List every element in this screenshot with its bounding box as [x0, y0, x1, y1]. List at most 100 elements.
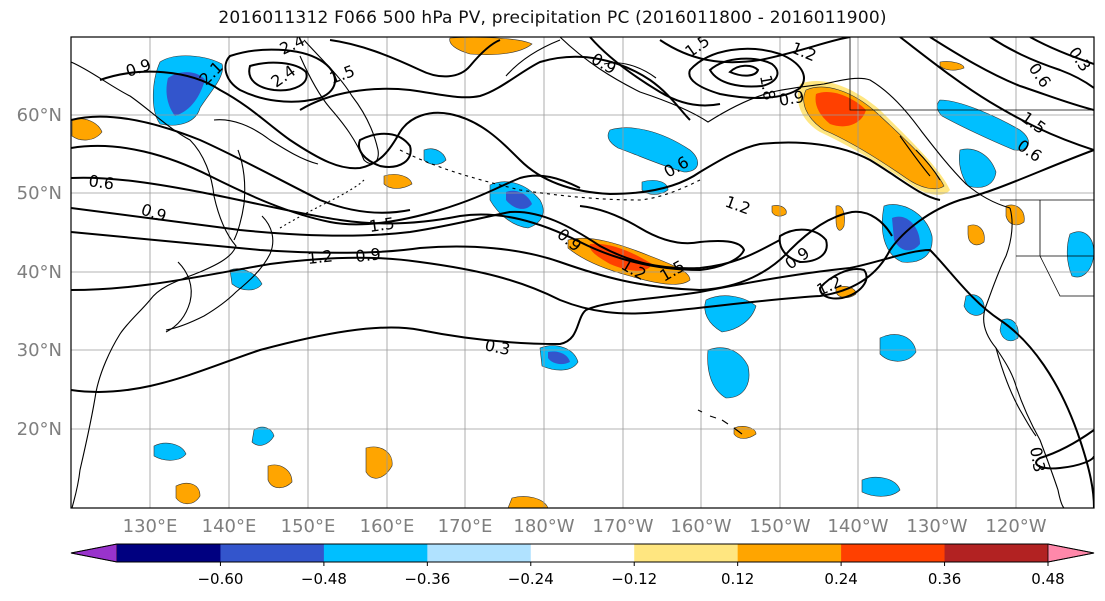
lon-label: 170°W — [592, 516, 653, 537]
gridlines — [71, 37, 1094, 508]
pv-contour — [71, 176, 746, 272]
lon-label: 160°E — [360, 516, 415, 537]
colorbar-tick-label: −0.48 — [301, 570, 347, 588]
lon-label: 170°E — [438, 516, 493, 537]
contour-label-0.3: 0.3 — [1026, 445, 1049, 473]
precip-blob-pos — [71, 118, 103, 141]
contour-label-1.2: 1.2 — [306, 246, 333, 268]
precip-blob-neg — [999, 318, 1019, 342]
contour-label-0.6: 0.6 — [87, 171, 115, 193]
precip-blob-neg — [936, 99, 1029, 151]
contour-label-0.3: 0.3 — [483, 335, 512, 359]
lon-label: 130°W — [906, 516, 967, 537]
pv-contour — [71, 207, 781, 270]
precip-blob-pos — [175, 483, 201, 505]
colorbar-labels: −0.60 −0.48 −0.36 −0.24 −0.12 0.12 0.24 0.36 0.4… — [197, 570, 1064, 588]
colorbar-tick-label: −0.24 — [508, 570, 554, 588]
pv-contour — [99, 70, 941, 201]
pv-contour — [929, 37, 1094, 111]
contour-label-0.9: 0.9 — [777, 87, 805, 110]
lon-label: 160°W — [670, 516, 731, 537]
contour-label-0.9: 0.9 — [354, 244, 381, 266]
lon-label: 150°E — [281, 516, 336, 537]
colorbar-segment — [634, 544, 739, 562]
coastline-japan — [165, 215, 274, 331]
precip-blob-pos — [589, 243, 652, 271]
colorbar-segment — [427, 544, 532, 562]
figure-title: 2016011312 F066 500 hPa PV, precipitatio… — [218, 8, 887, 28]
map-frame — [70, 36, 1095, 509]
pv-contours — [71, 37, 1094, 508]
colorbar-tick-label: 0.48 — [1031, 570, 1064, 588]
pv-contour — [71, 144, 581, 226]
pv-contour — [659, 37, 851, 64]
pv-contour — [728, 64, 760, 77]
pv-contour — [899, 37, 1094, 151]
coastline-okhotsk — [213, 119, 319, 165]
pv-contour — [1029, 37, 1094, 65]
precip-blob-neg — [958, 148, 997, 188]
colorbar-tick-label: −0.60 — [197, 570, 243, 588]
lat-label: 20°N — [17, 419, 62, 440]
precip-blob-pos — [507, 496, 549, 508]
state-borders — [1016, 200, 1094, 297]
precip-blob-pos — [815, 91, 866, 127]
contour-label-1.5: 1.5 — [368, 214, 396, 236]
lat-label: 50°N — [17, 183, 62, 204]
lon-label: 130°E — [123, 516, 178, 537]
hawaii-islands — [697, 409, 743, 435]
precip-blob-neg — [607, 127, 698, 173]
precip-blob-neg — [879, 334, 917, 362]
colorbar-tick-label: −0.36 — [404, 570, 450, 588]
lat-label: 40°N — [17, 262, 62, 283]
pv-contour — [989, 37, 1094, 89]
precip-blob-neg — [153, 442, 187, 461]
lat-label: 30°N — [17, 340, 62, 361]
coastlines — [71, 37, 1065, 508]
precip-blob-pos — [365, 446, 393, 479]
colorbar-segment — [737, 544, 842, 562]
coastline-asia — [71, 61, 237, 508]
coastline-alaska — [559, 37, 1011, 209]
pv-contour — [224, 48, 336, 103]
contour-label-1.8: 1.8 — [756, 73, 779, 101]
border-alaska-canada — [849, 37, 870, 111]
colorbar-ticks — [219, 562, 1049, 566]
precip-blob-pos — [733, 426, 757, 439]
colorbar-tick-label: 0.36 — [928, 570, 961, 588]
coastline-north-america — [983, 207, 1065, 508]
pv-contour — [71, 149, 1094, 315]
colorbar-extend-high — [1047, 543, 1095, 563]
lon-axis: 130°E 140°E 150°E 160°E 170°E 180°W 170°… — [123, 516, 1047, 537]
precip-blob-neg — [861, 477, 901, 497]
pv-contour — [299, 55, 691, 121]
coastline-baja — [995, 347, 1037, 437]
precip-blob-neg — [506, 190, 532, 209]
precip-blob-pos — [967, 224, 985, 246]
precip-blob-pos — [771, 205, 787, 217]
pv-contour — [71, 248, 1094, 508]
colorbar-segment — [944, 544, 1049, 562]
coastline-alaska-north — [505, 39, 657, 79]
pv-contour — [329, 39, 501, 78]
lat-label: 60°N — [17, 105, 62, 126]
pv-contour — [688, 47, 805, 99]
lon-label: 120°W — [985, 516, 1046, 537]
precip-blob-pos — [383, 174, 413, 189]
precip-blob-pos — [267, 464, 293, 489]
pv-contour — [1035, 429, 1094, 470]
lat-axis: 60°N 50°N 40°N 30°N 20°N — [17, 105, 62, 440]
colorbar-tick-label: −0.12 — [611, 570, 657, 588]
precip-blob-neg — [166, 72, 205, 116]
colorbar-extend-low — [70, 543, 118, 563]
pv-contour — [248, 61, 308, 92]
coastline-sakhalin — [233, 149, 246, 241]
precip-blob-neg — [548, 351, 570, 365]
colorbar-segments — [70, 543, 1095, 563]
pv-contour — [708, 57, 779, 88]
pv-contour — [358, 132, 412, 168]
colorbar-outline — [70, 543, 1095, 563]
pv-contour — [818, 268, 868, 300]
